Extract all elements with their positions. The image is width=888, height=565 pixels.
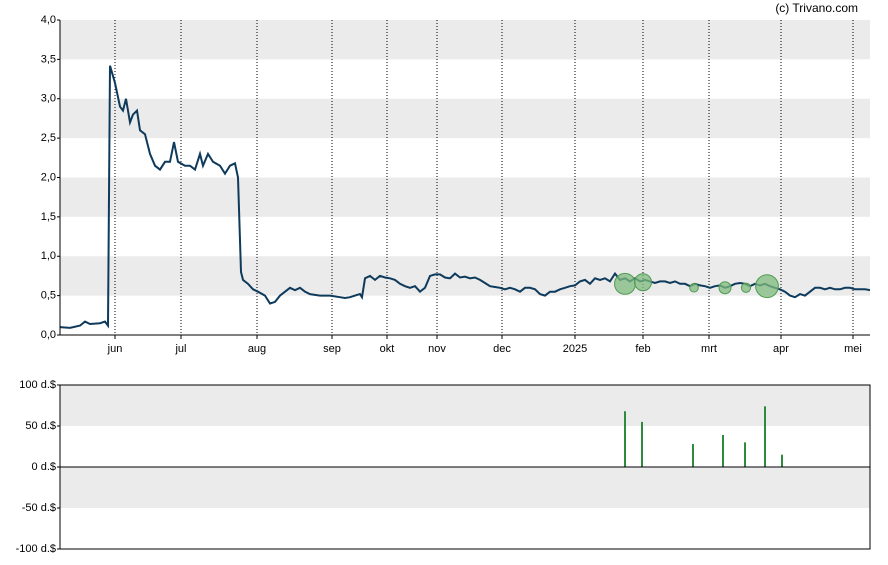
y-tick-label: 0,5 <box>41 290 56 302</box>
bar <box>781 454 783 467</box>
x-tick-label: nov <box>428 343 446 355</box>
grid-band <box>60 98 870 139</box>
x-tick-label: feb <box>635 343 650 355</box>
x-tick-label: apr <box>773 343 789 355</box>
y-tick-label: 1,0 <box>41 250 56 262</box>
dividend-bubble <box>740 282 752 293</box>
bar <box>624 411 626 467</box>
y-tick-label: 3,0 <box>41 93 56 105</box>
x-tick-label: aug <box>248 343 266 355</box>
y-tick-label: 0 d.$ <box>32 461 56 473</box>
bar <box>641 421 643 467</box>
dividend-bubble <box>634 273 652 292</box>
axis <box>59 20 870 336</box>
y-tick-label: 4,0 <box>41 14 56 26</box>
plot-frame <box>59 384 871 550</box>
x-tick-label: jul <box>174 343 186 355</box>
source: (c) Trivano.com <box>775 1 858 15</box>
dividend-bubble <box>614 272 636 295</box>
grid-band <box>60 467 870 508</box>
x-tick-label: sep <box>323 343 341 355</box>
x-tick-label: 2025 <box>563 343 587 355</box>
price-line <box>59 65 871 329</box>
bar <box>764 406 766 467</box>
x-tick-label: jun <box>107 343 123 355</box>
y-tick-label: 2,0 <box>41 171 56 183</box>
y-tick-label: 0,0 <box>41 329 56 341</box>
y-tick-label: 2,5 <box>41 132 56 144</box>
grid-band <box>60 385 870 426</box>
y-tick-label: -50 d.$ <box>22 502 56 514</box>
x-tick-label: mrt <box>701 343 717 355</box>
grid-band <box>60 177 870 217</box>
bar <box>722 435 724 467</box>
bar <box>744 442 746 467</box>
bar <box>692 444 694 467</box>
dividend-bubble <box>689 282 699 293</box>
y-tick-label: 50 d.$ <box>25 420 56 432</box>
dividend-bubble <box>718 281 732 295</box>
x-tick-label: dec <box>493 343 511 355</box>
grid-band <box>60 20 870 60</box>
y-tick-label: 100 d.$ <box>19 379 56 391</box>
x-tick-label: okt <box>380 343 395 355</box>
dividend-bubble <box>755 274 779 299</box>
y-tick-label: 1,5 <box>41 211 56 223</box>
x-tick-label: mei <box>844 343 862 355</box>
y-tick-label: -100 d.$ <box>16 543 56 555</box>
y-tick-label: 3,5 <box>41 53 56 65</box>
